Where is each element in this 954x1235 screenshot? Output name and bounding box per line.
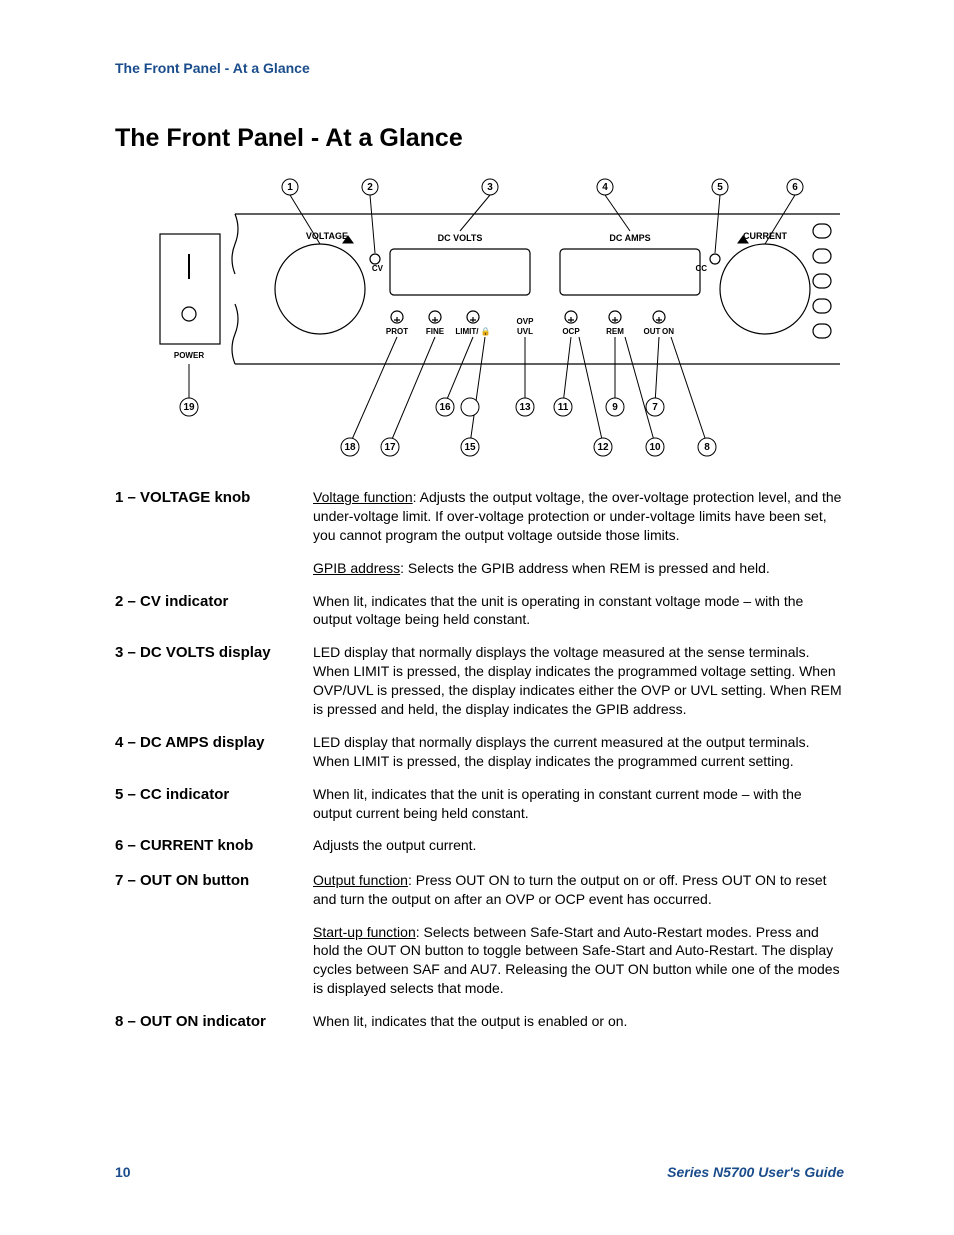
definition-desc: LED display that normally displays the c… [313,733,844,771]
definition-row: 4 – DC AMPS displayLED display that norm… [115,733,844,771]
running-header: The Front Panel - At a Glance [115,60,844,76]
page-title: The Front Panel - At a Glance [115,124,844,153]
callout-12: 12 [597,442,609,453]
callout-19: 19 [183,402,195,413]
definition-desc: Adjusts the output current. [313,836,844,855]
current-label: CURRENT [743,231,788,241]
limit-label: LIMIT/ 🔒 [455,327,490,336]
callout-num-5: 5 [717,182,723,193]
definition-row: 1 – VOLTAGE knobVoltage function: Adjust… [115,488,844,578]
definition-term: 3 – DC VOLTS display [115,643,313,663]
callout-8: 8 [704,442,710,453]
page-number: 10 [115,1164,131,1180]
fine-label: FINE [426,327,445,336]
callout-11: 11 [558,402,569,413]
definition-term: 6 – CURRENT knob [115,836,313,856]
definition-term: 2 – CV indicator [115,592,313,612]
definition-desc: When lit, indicates that the unit is ope… [313,785,844,823]
definition-row: 8 – OUT ON indicatorWhen lit, indicates … [115,1012,844,1032]
definition-desc: When lit, indicates that the output is e… [313,1012,844,1031]
uvl-label: UVL [517,327,533,336]
cc-label: CC [695,264,707,273]
ovp-label: OVP [517,317,535,326]
rem-label: REM [606,327,624,336]
callout-num-2: 2 [367,182,373,193]
power-label: POWER [174,351,204,360]
callout-16: 16 [439,402,451,413]
callout-18: 18 [344,442,356,453]
callout-13: 13 [519,402,531,413]
definition-row: 5 – CC indicatorWhen lit, indicates that… [115,785,844,823]
out-label: OUT [644,327,661,336]
callout-10: 10 [649,442,661,453]
callout-15: 15 [464,442,476,453]
guide-name: Series N5700 User's Guide [667,1164,844,1180]
definition-term: 5 – CC indicator [115,785,313,805]
callout-num-6: 6 [792,182,798,193]
definition-row: 6 – CURRENT knobAdjusts the output curre… [115,836,844,856]
callout-7: 7 [652,402,658,413]
page: The Front Panel - At a Glance The Front … [0,0,954,1235]
definition-term: 1 – VOLTAGE knob [115,488,313,508]
definition-row: 7 – OUT ON buttonOutput function: Press … [115,871,844,998]
definition-desc: LED display that normally displays the v… [313,643,844,719]
definition-term: 7 – OUT ON button [115,871,313,891]
on-label: ON [662,327,674,336]
definitions-list: 1 – VOLTAGE knobVoltage function: Adjust… [115,488,844,1032]
definition-desc: When lit, indicates that the unit is ope… [313,592,844,630]
page-footer: 10 Series N5700 User's Guide [115,1164,844,1180]
voltage-label: VOLTAGE [306,231,348,241]
cv-label: CV [372,264,384,273]
dc-amps-label: DC AMPS [609,233,650,243]
definition-desc: Voltage function: Adjusts the output vol… [313,488,844,578]
ocp-label: OCP [562,327,580,336]
callout-num-3: 3 [487,182,493,193]
definition-desc: Output function: Press OUT ON to turn th… [313,871,844,998]
callout-num-4: 4 [602,182,608,193]
definition-term: 4 – DC AMPS display [115,733,313,753]
definition-term: 8 – OUT ON indicator [115,1012,313,1032]
front-panel-diagram: POWER [125,169,845,464]
dc-volts-label: DC VOLTS [438,233,483,243]
definition-row: 3 – DC VOLTS displayLED display that nor… [115,643,844,719]
callout-17: 17 [384,442,396,453]
callout-num-1: 1 [287,182,293,193]
definition-row: 2 – CV indicatorWhen lit, indicates that… [115,592,844,630]
prot-label: PROT [386,327,408,336]
callout-9: 9 [612,402,618,413]
